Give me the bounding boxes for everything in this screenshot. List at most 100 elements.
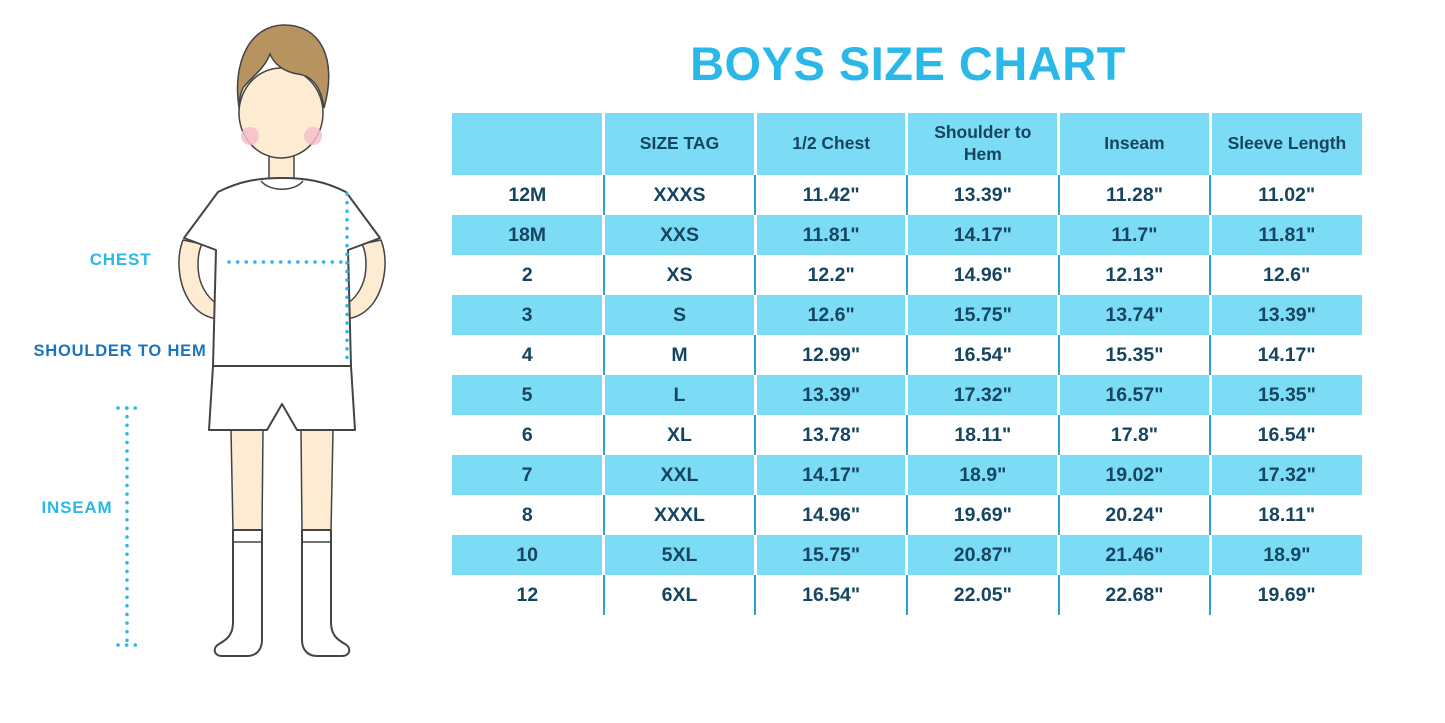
- column-header: 1/2 Chest: [753, 113, 907, 175]
- boy-right-leg: [300, 429, 334, 533]
- boy-hair: [236, 24, 330, 109]
- size-label-cell: 3: [452, 295, 604, 335]
- size-chart-panel: BOYS SIZE CHART SIZE TAG 1/2 Chest Shoulde…: [452, 0, 1364, 615]
- measurement-cell: XXXL: [602, 495, 756, 535]
- boy-tshirt: [183, 177, 381, 367]
- table-row: 6 XL 13.78" 18.11" 17.8" 16.54": [452, 415, 1362, 455]
- table-row: 7 XXL 14.17" 18.9" 19.02" 17.32": [452, 455, 1362, 495]
- measurement-cell: XL: [602, 415, 756, 455]
- page-title: BOYS SIZE CHART: [690, 37, 1126, 90]
- boy-tshirt-collar: [260, 180, 304, 190]
- size-label-cell: 8: [521, 503, 533, 526]
- measurement-cell: 21.46": [1057, 535, 1211, 575]
- measurement-cell: 13.39": [753, 375, 907, 415]
- measurement-cell: 16.57": [1057, 375, 1211, 415]
- measurement-cell: 18.9": [1208, 535, 1362, 575]
- measurement-cell: XS: [602, 255, 756, 295]
- measurement-cell: 12.2": [754, 255, 907, 295]
- boy-illustration: [116, 24, 386, 657]
- measurement-cell: S: [602, 295, 756, 335]
- size-label-cell: 2: [521, 263, 533, 286]
- column-header-empty: [452, 113, 604, 175]
- measurement-cell: XXXS: [602, 175, 756, 215]
- measurement-cell: 11.28": [1057, 175, 1211, 215]
- measurement-cell: 15.35": [1208, 375, 1362, 415]
- measurement-cell: 12.99": [754, 335, 907, 375]
- table-row: 12M XXXS 11.42" 13.39" 11.28" 11.02": [452, 175, 1362, 215]
- measurement-cell: 15.75": [753, 535, 907, 575]
- measurement-cell: 13.74": [1057, 295, 1211, 335]
- boy-left-leg: [230, 429, 264, 533]
- measurement-cell: 19.69": [1209, 575, 1362, 615]
- boy-left-arm: [178, 239, 220, 320]
- table-row: 5 L 13.39" 17.32" 16.57" 15.35": [452, 375, 1362, 415]
- table-row: 10 5XL 15.75" 20.87" 21.46" 18.9": [452, 535, 1362, 575]
- measurement-cell: 14.17": [1209, 335, 1362, 375]
- inseam-label: INSEAM: [41, 498, 113, 517]
- size-label-cell: 18M: [452, 215, 604, 255]
- measurement-cell: 14.17": [905, 215, 1059, 255]
- size-label-cell: 12: [516, 583, 539, 606]
- table-row: 8 XXXL 14.96" 19.69" 20.24" 18.11": [452, 495, 1362, 535]
- size-table-header-row: SIZE TAG 1/2 Chest Shoulder to Hem Inseam Sl…: [452, 113, 1362, 175]
- measurement-cell: 17.32": [905, 375, 1059, 415]
- table-row: 12 6XL 16.54" 22.05" 22.68" 19.69": [452, 575, 1362, 615]
- measurement-cell: 17.32": [1208, 455, 1362, 495]
- shoulder-to-hem-label: SHOULDER TO HEM: [33, 342, 207, 360]
- measurement-cell: 14.17": [753, 455, 907, 495]
- measurement-cell: 18.9": [905, 455, 1059, 495]
- measurement-cell: 16.54": [1209, 415, 1362, 455]
- boy-left-sock: [213, 529, 263, 657]
- column-header: Inseam: [1057, 113, 1211, 175]
- table-row: 18M XXS 11.81" 14.17" 11.7" 11.81": [452, 215, 1362, 255]
- chest-label: CHEST: [89, 250, 152, 269]
- boy-right-sock: [301, 529, 351, 657]
- size-label-cell: 4: [521, 343, 533, 366]
- table-row: 4 M 12.99" 16.54" 15.35" 14.17": [452, 335, 1362, 375]
- boy-left-cheek: [241, 127, 259, 145]
- boy-shorts: [208, 365, 356, 431]
- size-label-cell: 10: [452, 535, 604, 575]
- column-header: SIZE TAG: [602, 113, 756, 175]
- measurement-cell: 11.81": [753, 215, 907, 255]
- table-row: 2 XS 12.2" 14.96" 12.13" 12.6": [452, 255, 1362, 295]
- column-header: Shoulder to Hem: [905, 113, 1059, 175]
- measurement-cell: 12.6": [753, 295, 907, 335]
- measurement-cell: 18.11": [1209, 495, 1362, 535]
- measurement-illustration: CHEST SHOULDER TO HEM INSEAM: [0, 0, 452, 723]
- measurement-cell: 15.35": [1057, 335, 1211, 375]
- size-chart-table: SIZE TAG 1/2 Chest Shoulder to Hem Inseam Sl…: [452, 113, 1362, 615]
- measurement-cell: 11.81": [1208, 215, 1362, 255]
- measurement-cell: 14.96": [754, 495, 907, 535]
- measurement-cell: 5XL: [602, 535, 756, 575]
- measurement-cell: 12.13": [1057, 255, 1211, 295]
- measurement-cell: 13.39": [905, 175, 1059, 215]
- measurement-cell: 17.8": [1057, 415, 1211, 455]
- measurement-cell: 13.78": [754, 415, 907, 455]
- measurement-cell: 12.6": [1209, 255, 1362, 295]
- measurement-cell: M: [602, 335, 756, 375]
- size-label-cell: 5: [452, 375, 604, 415]
- measurement-cell: L: [602, 375, 756, 415]
- measurement-cell: 11.7": [1057, 215, 1211, 255]
- measurement-cell: XXS: [602, 215, 756, 255]
- measurement-cell: 11.42": [754, 175, 907, 215]
- measurement-cell: 16.54": [754, 575, 907, 615]
- size-label-cell: 6: [521, 423, 533, 446]
- measurement-cell: XXL: [602, 455, 756, 495]
- size-table-head: SIZE TAG 1/2 Chest Shoulder to Hem Inseam Sl…: [452, 113, 1362, 175]
- measurement-cell: 18.11": [905, 415, 1059, 455]
- measurement-cell: 20.87": [905, 535, 1059, 575]
- measurement-cell: 13.39": [1208, 295, 1362, 335]
- size-label-cell: 7: [452, 455, 604, 495]
- measurement-cell: 22.05": [905, 575, 1059, 615]
- measurement-cell: 22.68": [1057, 575, 1211, 615]
- size-table-body: 12M XXXS 11.42" 13.39" 11.28" 11.02" 18M XXS 11.…: [452, 175, 1362, 615]
- table-row: 3 S 12.6" 15.75" 13.74" 13.39": [452, 295, 1362, 335]
- size-label-cell: 12M: [508, 183, 547, 206]
- measurement-cell: 15.75": [905, 295, 1059, 335]
- measurement-cell: 16.54": [905, 335, 1059, 375]
- measurement-cell: 6XL: [602, 575, 756, 615]
- boy-right-arm: [344, 239, 386, 320]
